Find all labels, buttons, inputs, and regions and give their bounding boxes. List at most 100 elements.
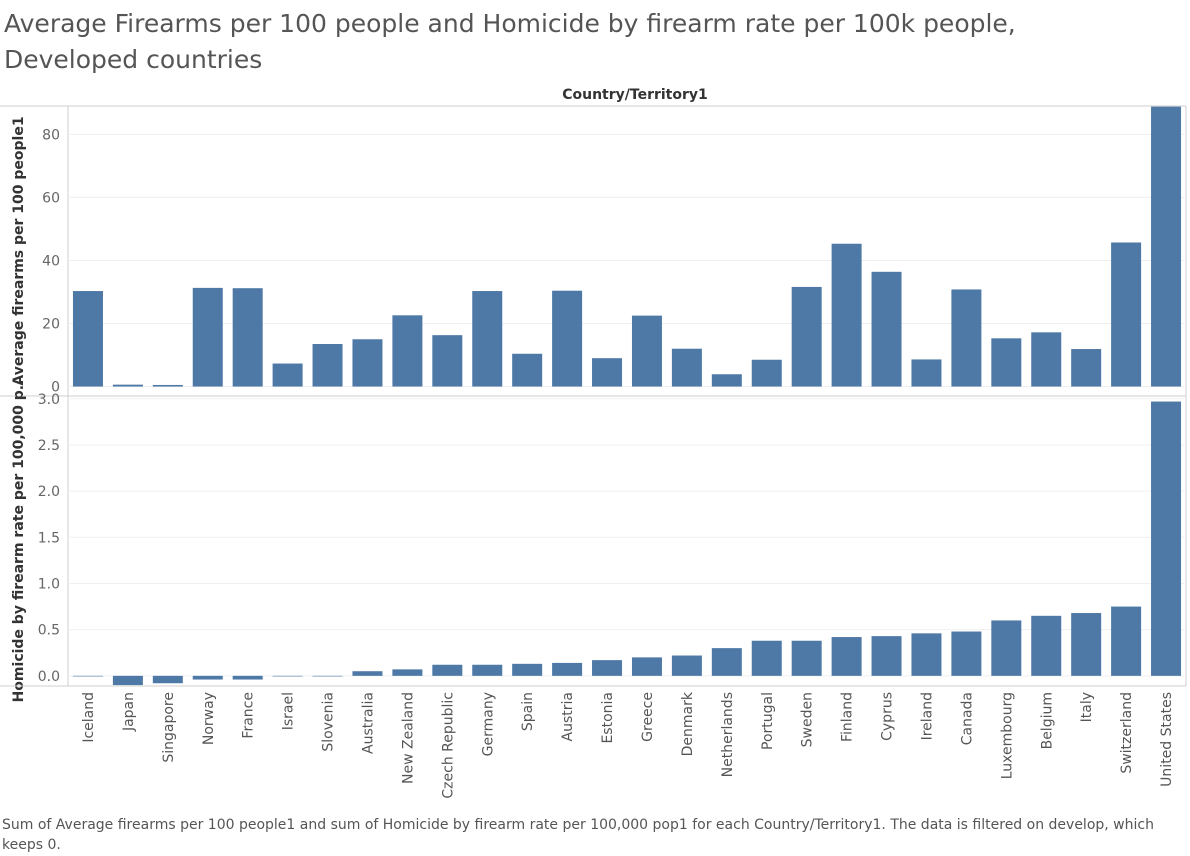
y-tick-label: 40 xyxy=(42,253,60,269)
x-tick-label: Finland xyxy=(840,692,856,742)
bar xyxy=(1031,615,1062,676)
bar xyxy=(1151,401,1182,676)
y-axis-title: Homicide by firearm rate per 100,000 p.. xyxy=(11,380,27,703)
x-tick-label: United States xyxy=(1159,692,1175,787)
bar xyxy=(552,662,583,676)
x-tick-label: Singapore xyxy=(161,692,177,763)
bar xyxy=(751,640,782,676)
y-tick-label: 0 xyxy=(51,380,60,396)
x-tick-label: Austria xyxy=(560,692,576,741)
bar xyxy=(871,271,902,387)
bar xyxy=(751,359,782,387)
bar xyxy=(472,664,503,676)
y-tick-label: 20 xyxy=(42,317,60,333)
bar xyxy=(432,664,463,676)
bar xyxy=(951,631,982,676)
bar xyxy=(152,675,183,684)
x-tick-label: Denmark xyxy=(680,691,696,756)
bar xyxy=(1111,242,1142,387)
x-tick-label: France xyxy=(241,692,257,739)
bar xyxy=(1031,332,1062,387)
y-axis-title: Average firearms per 100 people1 xyxy=(11,116,27,385)
bar xyxy=(1111,606,1142,676)
bar xyxy=(352,339,383,387)
bar xyxy=(512,663,543,676)
y-tick-label: 3.0 xyxy=(38,392,60,408)
bar xyxy=(911,359,942,387)
bar xyxy=(72,675,103,677)
bar xyxy=(312,343,343,387)
x-tick-label: Belgium xyxy=(1039,692,1055,749)
bar xyxy=(791,640,822,676)
bar xyxy=(192,287,223,387)
y-tick-label: 1.5 xyxy=(38,530,60,546)
bar xyxy=(192,675,223,680)
column-header: Country/Territory1 xyxy=(562,87,708,103)
x-tick-label: Luxembourg xyxy=(999,692,1015,779)
bar xyxy=(592,660,623,676)
bar xyxy=(991,620,1022,676)
bar xyxy=(991,338,1022,387)
x-tick-label: Slovenia xyxy=(321,692,337,752)
x-tick-label: Switzerland xyxy=(1119,692,1135,774)
x-tick-label: Israel xyxy=(281,692,297,730)
bar xyxy=(871,636,902,676)
y-tick-label: 1.0 xyxy=(38,576,60,592)
x-tick-label: Iceland xyxy=(81,692,97,743)
x-tick-label: New Zealand xyxy=(400,692,416,784)
x-tick-label: Germany xyxy=(480,692,496,756)
bar xyxy=(911,633,942,676)
bar xyxy=(272,363,303,387)
x-tick-label: Sweden xyxy=(800,692,816,747)
bar xyxy=(592,358,623,387)
bar xyxy=(392,669,423,676)
bar xyxy=(112,675,143,686)
x-tick-label: Czech Republic xyxy=(440,692,456,799)
bar xyxy=(552,290,583,387)
x-tick-label: Portugal xyxy=(760,692,776,750)
x-tick-label: Greece xyxy=(640,692,656,742)
y-tick-label: 80 xyxy=(42,127,60,143)
bar xyxy=(1151,106,1182,387)
bar xyxy=(831,243,862,387)
y-tick-label: 2.0 xyxy=(38,484,60,500)
bar xyxy=(152,384,183,387)
bar xyxy=(831,637,862,676)
bar xyxy=(312,675,343,677)
y-tick-label: 0.0 xyxy=(38,669,60,685)
bar xyxy=(232,288,263,387)
bar xyxy=(631,315,662,387)
x-tick-label: Canada xyxy=(959,692,975,745)
chart-title: Average Firearms per 100 people and Homi… xyxy=(4,9,1016,74)
y-tick-label: 2.5 xyxy=(38,438,60,454)
x-tick-label: Italy xyxy=(1079,692,1095,722)
y-tick-label: 60 xyxy=(42,190,60,206)
x-tick-label: Australia xyxy=(360,692,376,754)
bar xyxy=(352,671,383,676)
bar xyxy=(1071,349,1102,387)
bar xyxy=(1071,613,1102,676)
x-tick-label: Japan xyxy=(121,692,137,732)
bar xyxy=(432,335,463,387)
bar xyxy=(512,353,543,387)
bar xyxy=(72,291,103,387)
bar xyxy=(951,289,982,387)
bar xyxy=(791,286,822,387)
bar xyxy=(671,655,702,676)
chart-caption: Sum of Average firearms per 100 people1 … xyxy=(2,817,1154,853)
x-tick-label: Cyprus xyxy=(880,692,896,741)
bar xyxy=(711,374,742,387)
bar xyxy=(631,657,662,676)
x-tick-label: Norway xyxy=(201,692,217,745)
x-tick-label: Ireland xyxy=(919,692,935,740)
x-tick-label: Spain xyxy=(520,692,536,731)
bar-chart: 0 20 40 60 80 Average firearms per 100 people… xyxy=(0,105,1187,799)
bar xyxy=(112,384,143,387)
bar xyxy=(392,315,423,387)
bar xyxy=(272,675,303,677)
x-tick-label: Estonia xyxy=(600,692,616,744)
bar xyxy=(711,648,742,676)
bar xyxy=(671,348,702,387)
y-tick-label: 0.5 xyxy=(38,623,60,639)
bar xyxy=(232,675,263,680)
